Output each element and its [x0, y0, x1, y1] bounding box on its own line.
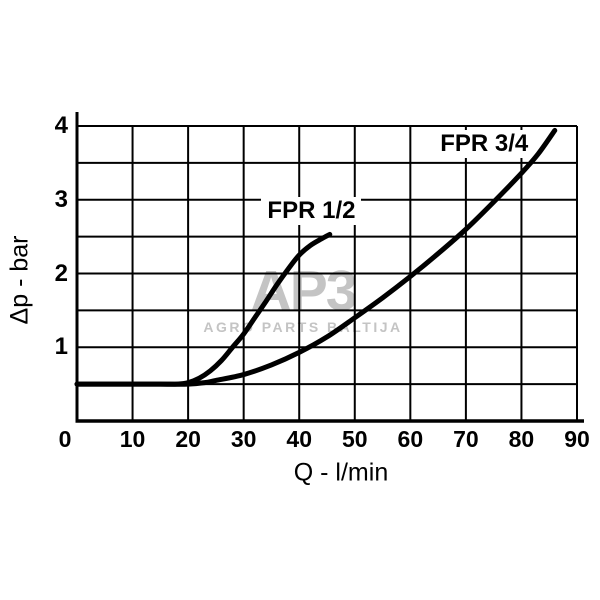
y-tick-label: 3 — [54, 185, 68, 213]
x-tick-label: 70 — [453, 426, 479, 452]
x-tick-label: 60 — [397, 426, 424, 452]
x-tick-label: 10 — [119, 426, 146, 452]
x-axis-title: Q - l/min — [293, 458, 389, 487]
y-tick-label: 2 — [54, 259, 68, 287]
curve-fpr-3-4 — [74, 127, 558, 387]
x-tick-label: 20 — [175, 426, 201, 452]
x-tick-label: 50 — [341, 426, 368, 452]
y-tick-label: 4 — [54, 112, 68, 139]
x-tick-label: 40 — [286, 426, 313, 452]
x-tick-label: 80 — [508, 426, 535, 452]
curve-label-2: FPR 3/4 — [434, 129, 535, 158]
x-tick-label: 90 — [564, 426, 590, 452]
y-axis-title: Δp - bar — [5, 235, 34, 325]
curve-fpr-1-2 — [74, 231, 333, 387]
x-tick-label: 30 — [230, 426, 257, 452]
y-tick-label: 1 — [54, 333, 68, 361]
x-tick-label: 0 — [58, 426, 72, 452]
curve-label-1: FPR 1/2 — [261, 196, 362, 225]
